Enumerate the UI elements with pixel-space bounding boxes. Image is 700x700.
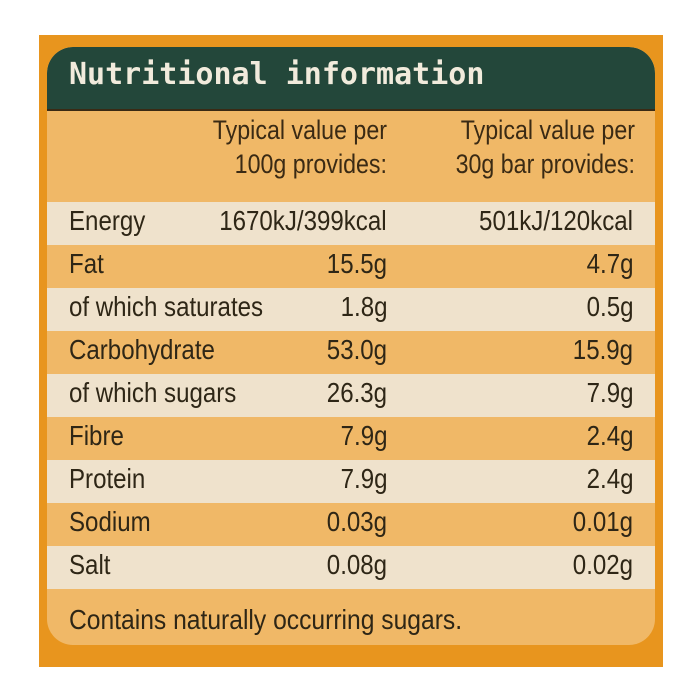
value-per-bar: 7.9g — [586, 377, 633, 408]
nutrition-table: Energy 1670kJ/399kcal 501kJ/120kcal Fat … — [47, 202, 655, 589]
column-header-line: Typical value per — [212, 115, 387, 145]
nutrient-name: Sodium — [69, 506, 151, 537]
nutrient-name: Carbohydrate — [69, 334, 215, 365]
table-row-protein: Protein 7.9g 2.4g — [47, 460, 655, 503]
nutrient-name: Energy — [69, 205, 146, 236]
value-per-100g: 26.3g — [326, 377, 387, 408]
value-per-100g: 53.0g — [326, 334, 387, 365]
label-frame: Nutritional information Typical value pe… — [39, 35, 663, 667]
page-title: Nutritional information — [69, 57, 485, 92]
value-per-bar: 0.5g — [586, 291, 633, 322]
value-per-100g: 7.9g — [340, 463, 387, 494]
table-row-energy: Energy 1670kJ/399kcal 501kJ/120kcal — [47, 202, 655, 245]
value-per-bar: 0.02g — [572, 549, 633, 580]
nutrient-name: Fat — [69, 248, 104, 279]
nutrient-name: of which saturates — [69, 291, 264, 322]
table-row-saturates: of which saturates 1.8g 0.5g — [47, 288, 655, 331]
value-per-bar: 2.4g — [586, 420, 633, 451]
table-row-fat: Fat 15.5g 4.7g — [47, 245, 655, 288]
value-per-bar: 2.4g — [586, 463, 633, 494]
value-per-100g: 1670kJ/399kcal — [219, 205, 387, 236]
value-per-100g: 0.03g — [326, 506, 387, 537]
table-row-sugars: of which sugars 26.3g 7.9g — [47, 374, 655, 417]
column-header-line: 100g provides: — [234, 149, 387, 179]
nutrient-name: Salt — [69, 549, 111, 580]
column-header-line: Typical value per — [460, 115, 635, 145]
nutrition-panel: Nutritional information Typical value pe… — [47, 47, 655, 645]
value-per-100g: 15.5g — [326, 248, 387, 279]
footer-note: Contains naturally occurring sugars. — [69, 604, 463, 635]
title-bar: Nutritional information — [47, 47, 655, 111]
column-header-per-100g: Typical value per 100g provides: — [163, 113, 387, 203]
table-row-fibre: Fibre 7.9g 2.4g — [47, 417, 655, 460]
nutrient-name: Protein — [69, 463, 146, 494]
table-row-carbohydrate: Carbohydrate 53.0g 15.9g — [47, 331, 655, 374]
column-header-per-bar: Typical value per 30g bar provides: — [411, 113, 635, 203]
value-per-bar: 4.7g — [586, 248, 633, 279]
nutrient-name: Fibre — [69, 420, 124, 451]
table-row-salt: Salt 0.08g 0.02g — [47, 546, 655, 589]
value-per-100g: 0.08g — [326, 549, 387, 580]
value-per-bar: 15.9g — [572, 334, 633, 365]
nutrient-name: of which sugars — [69, 377, 237, 408]
value-per-bar: 501kJ/120kcal — [479, 205, 633, 236]
value-per-100g: 1.8g — [340, 291, 387, 322]
table-row-sodium: Sodium 0.03g 0.01g — [47, 503, 655, 546]
column-header-line: 30g bar provides: — [455, 149, 635, 179]
value-per-100g: 7.9g — [340, 420, 387, 451]
value-per-bar: 0.01g — [572, 506, 633, 537]
